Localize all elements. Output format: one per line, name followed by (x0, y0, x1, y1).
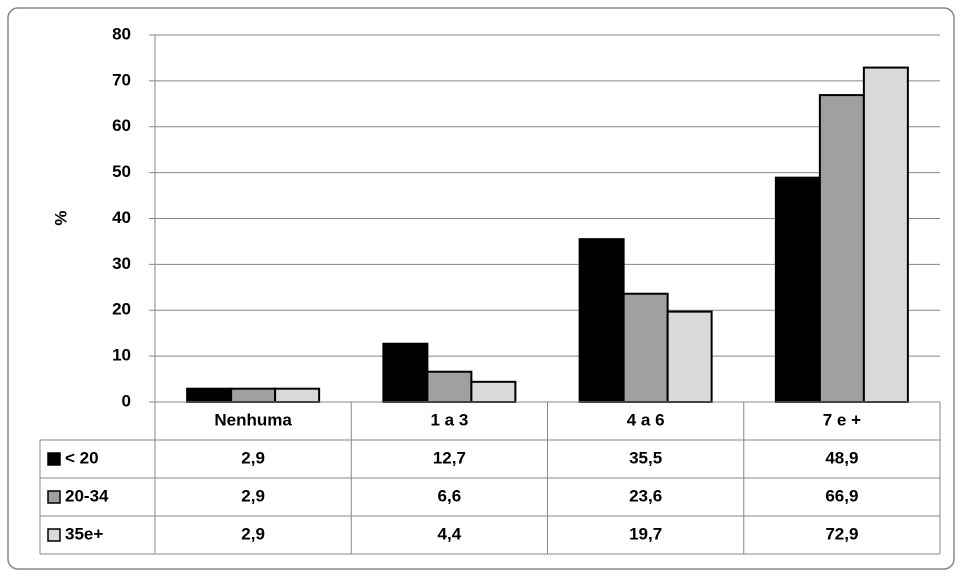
bar (622, 292, 669, 403)
y-tick-label: 20 (112, 300, 131, 319)
bar (470, 380, 517, 404)
y-tick-label: 50 (112, 162, 131, 181)
y-tick-label: 70 (112, 70, 131, 89)
data-label: 19,7 (629, 524, 662, 543)
data-label: 23,6 (629, 486, 662, 505)
y-tick-label: 30 (112, 254, 131, 273)
bar (666, 310, 713, 403)
data-label: 72,9 (825, 524, 858, 543)
legend-label: 35e+ (65, 524, 103, 543)
y-tick-label: 10 (112, 346, 131, 365)
chart-border (7, 7, 955, 570)
data-label: 2,9 (241, 448, 265, 467)
y-tick-label: 0 (122, 391, 131, 410)
data-label: 66,9 (825, 486, 858, 505)
legend-swatch (47, 452, 61, 466)
y-axis-label: % (51, 210, 70, 225)
data-label: 35,5 (629, 448, 662, 467)
data-label: 4,4 (438, 524, 462, 543)
y-tick-label: 60 (112, 116, 131, 135)
data-label: 12,7 (433, 448, 466, 467)
bar (382, 342, 429, 403)
bar (578, 238, 625, 403)
bar (818, 94, 865, 403)
data-label: 2,9 (241, 524, 265, 543)
x-tick-label: Nenhuma (214, 410, 292, 429)
legend-label: 20-34 (65, 486, 109, 505)
bar (426, 370, 473, 404)
bar (862, 66, 909, 403)
data-label: 2,9 (241, 486, 265, 505)
bar (774, 176, 821, 403)
data-label: 6,6 (438, 486, 462, 505)
data-label: 48,9 (825, 448, 858, 467)
bar (274, 387, 321, 404)
x-tick-label: 4 a 6 (627, 410, 665, 429)
legend-label: < 20 (65, 448, 99, 467)
x-tick-label: 7 e + (823, 410, 861, 429)
y-tick-label: 80 (112, 24, 131, 43)
bar (186, 387, 233, 404)
x-tick-label: 1 a 3 (430, 410, 468, 429)
bar (230, 387, 277, 404)
legend-swatch (47, 490, 61, 504)
y-tick-label: 40 (112, 208, 131, 227)
legend-swatch (47, 528, 61, 542)
